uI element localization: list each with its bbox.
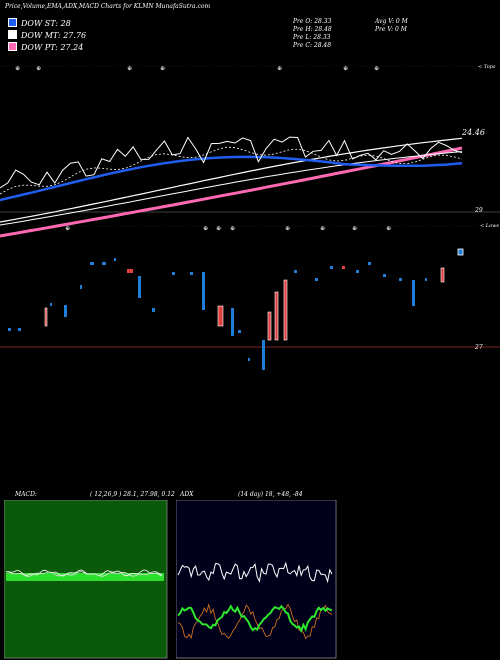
volume-bar-17: [238, 330, 241, 333]
level-high-label: 24.46: [462, 128, 485, 137]
volume-bar-30: [399, 278, 402, 281]
bottom-marker-5: ⊕: [320, 225, 325, 232]
pre-volume: Pre V: 0 M: [375, 26, 407, 33]
lows-label: < Lows: [480, 223, 499, 229]
volume-bar-32: [425, 278, 427, 281]
bottom-marker-6: ⊕: [352, 225, 357, 232]
bottom-marker-0: ⊕: [65, 225, 70, 232]
chart-title: Price,Volume,EMA,ADX,MACD Charts for KLM…: [5, 3, 211, 10]
volume-bar-27: [356, 270, 359, 273]
volume-bar-33: [440, 267, 445, 283]
legend-pt-label: DOW PT: 27.24: [21, 43, 84, 52]
top-marker-0: ⊕: [15, 65, 20, 72]
volume-bar-15: [217, 305, 224, 327]
legend-pt: DOW PT: 27.24: [8, 42, 83, 52]
volume-bar-5: [80, 285, 82, 289]
bottom-marker-3: ⊕: [230, 225, 235, 232]
macd-line: [5, 569, 163, 577]
top-marker-2: ⊕: [127, 65, 132, 72]
top-marker-3: ⊕: [160, 65, 165, 72]
volume-bar-1: [18, 328, 21, 331]
volume-bar-24: [315, 278, 318, 281]
adx-label: ADX: [180, 491, 194, 498]
adx-values: (14 day) 18, +48, -84: [238, 491, 303, 498]
level-27-label: 27: [475, 344, 483, 351]
volume-bar-12: [172, 272, 175, 275]
volume-bar-25: [330, 266, 333, 269]
volume-bar-9: [127, 269, 133, 273]
legend-mt: DOW MT: 27.76: [8, 30, 86, 40]
adx-chart: [176, 500, 337, 659]
ohlc-close: Pre C: 28.48: [293, 42, 332, 49]
volume-bar-14: [202, 272, 205, 310]
level-29-label: 29: [475, 207, 483, 214]
line-dotted: [0, 146, 463, 195]
volume-bar-13: [190, 272, 193, 275]
bottom-marker-2: ⊕: [216, 225, 221, 232]
volume-bar-29: [383, 274, 386, 277]
volume-bar-18: [248, 358, 250, 361]
price-chart: ⊕ ⊕ ⊕ ⊕ ⊕ ⊕ ⊕ ⊕ ⊕ ⊕ ⊕ ⊕ ⊕ ⊕ ⊕: [0, 65, 500, 370]
bottom-marker-7: ⊕: [386, 225, 391, 232]
adx-minus-di: [177, 603, 333, 640]
volume-bar-3: [50, 303, 52, 306]
line-mt-outer: [0, 137, 463, 223]
line-pt: [0, 146, 463, 238]
volume-bar-21: [274, 291, 279, 341]
macd-histogram: [6, 573, 164, 581]
volume-bar-23: [294, 270, 297, 273]
top-marker-6: ⊕: [374, 65, 379, 72]
volume-bar-7: [102, 262, 106, 265]
bottom-marker-4: ⊕: [285, 225, 290, 232]
macd-chart: [4, 500, 168, 659]
top-marker-5: ⊕: [343, 65, 348, 72]
adx-background: [176, 500, 337, 659]
line-st: [0, 155, 463, 202]
legend-st-label: DOW ST: 28: [21, 19, 71, 28]
ohlc-open: Pre O: 28.33: [293, 18, 332, 25]
volume-bar-6: [90, 262, 94, 265]
top-marker-4: ⊕: [277, 65, 282, 72]
volume-bar-26: [342, 266, 345, 269]
volume-bar-11: [152, 308, 155, 312]
volume-bar-2: [44, 307, 48, 327]
volume-bar-0: [8, 328, 11, 331]
ohlc-high: Pre H: 28.48: [293, 26, 332, 33]
adx-plus-di: [177, 604, 333, 634]
line-close: [0, 136, 463, 189]
volume-bar-20: [267, 311, 272, 341]
volume-bar-31: [412, 280, 415, 306]
volume-bar-10: [138, 276, 141, 298]
volume-bar-16: [231, 308, 234, 336]
ohlc-low: Pre L: 28.33: [293, 34, 331, 41]
macd-label: MACD:: [15, 491, 37, 498]
volume-bar-8: [114, 258, 116, 261]
volume-bar-19: [262, 340, 265, 370]
legend-mt-swatch: [8, 30, 17, 39]
legend-pt-swatch: [8, 42, 17, 51]
latest-bar: [457, 248, 464, 256]
avg-volume: Avg V: 0 M: [375, 18, 408, 25]
bottom-marker-1: ⊕: [203, 225, 208, 232]
volume-bar-28: [368, 262, 371, 265]
volume-bar-4: [64, 305, 67, 317]
volume-bar-22: [283, 279, 288, 341]
tops-label: < Tops: [478, 64, 496, 70]
top-marker-1: ⊕: [36, 65, 41, 72]
legend-st: DOW ST: 28: [8, 18, 71, 28]
legend-st-swatch: [8, 18, 17, 27]
macd-values: ( 12,26,9 ) 28.1, 27.98, 0.12: [90, 491, 175, 498]
adx-line: [177, 561, 333, 584]
legend-mt-label: DOW MT: 27.76: [21, 31, 87, 40]
macd-signal-line: [5, 571, 163, 577]
line-mt-inner: [0, 151, 463, 226]
